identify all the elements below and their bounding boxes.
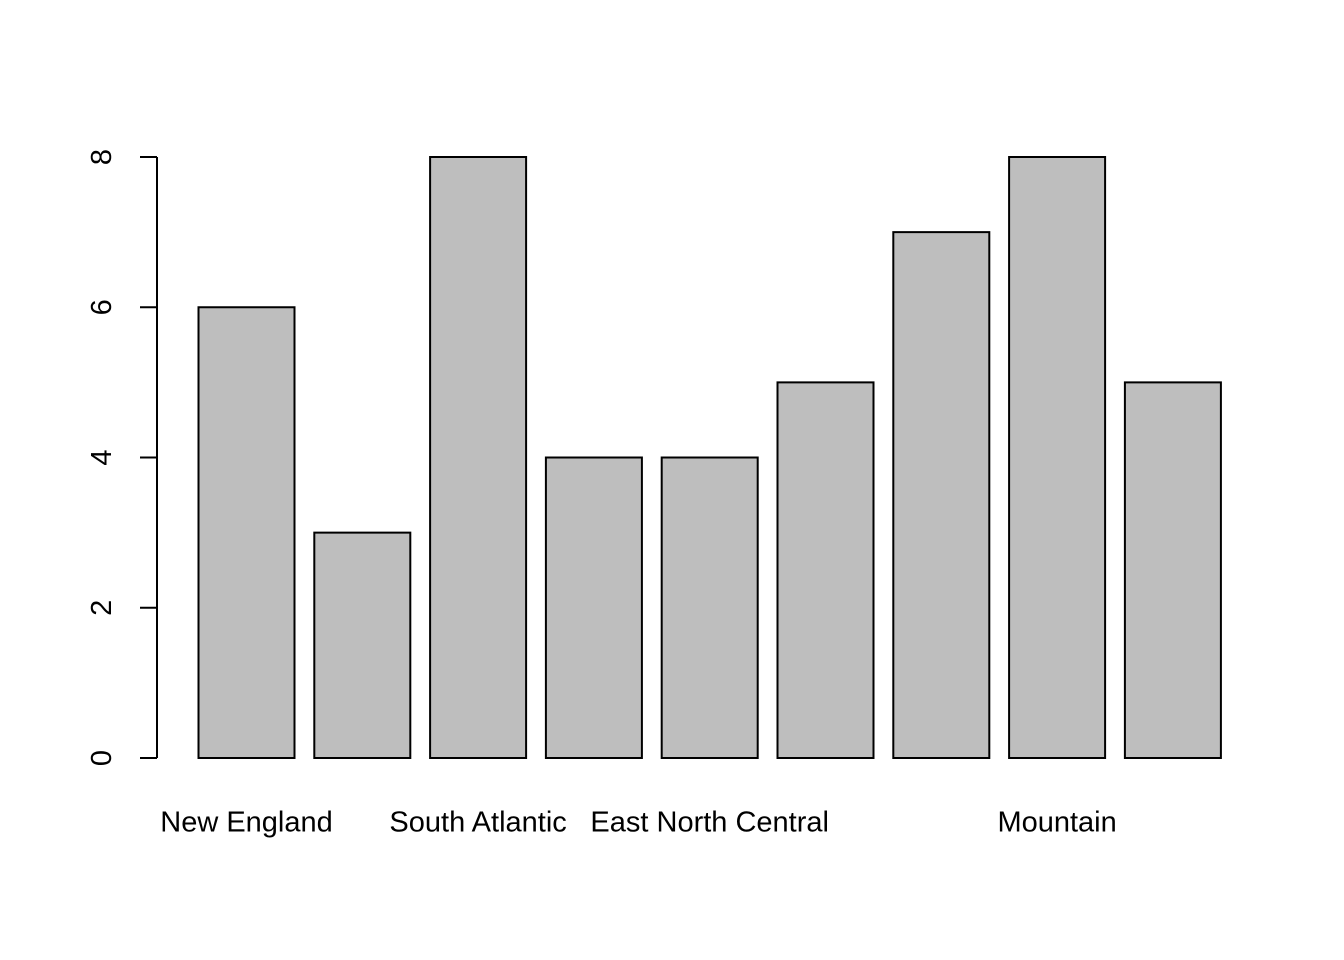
x-category-label: South Atlantic — [389, 807, 566, 839]
x-category-label: Mountain — [997, 807, 1116, 839]
bar — [544, 456, 643, 759]
y-tick-label: 0 — [86, 750, 118, 766]
bar — [197, 306, 296, 759]
category-labels: New England South Atlantic East North Cent… — [160, 807, 1117, 839]
y-axis: 0 2 4 6 8 — [86, 149, 158, 766]
bar — [313, 531, 412, 759]
bar — [429, 156, 528, 759]
bar — [1123, 381, 1222, 759]
y-tick-label: 6 — [86, 299, 118, 315]
x-category-label: East North Central — [590, 807, 829, 839]
bar — [660, 456, 759, 759]
y-tick-label: 2 — [86, 600, 118, 616]
bar — [1008, 156, 1107, 759]
y-tick-label: 4 — [86, 449, 118, 465]
y-tick-label: 8 — [86, 149, 118, 165]
bar — [776, 381, 875, 759]
x-category-label: New England — [160, 807, 333, 839]
bar — [892, 231, 991, 759]
bars-group — [197, 156, 1222, 759]
